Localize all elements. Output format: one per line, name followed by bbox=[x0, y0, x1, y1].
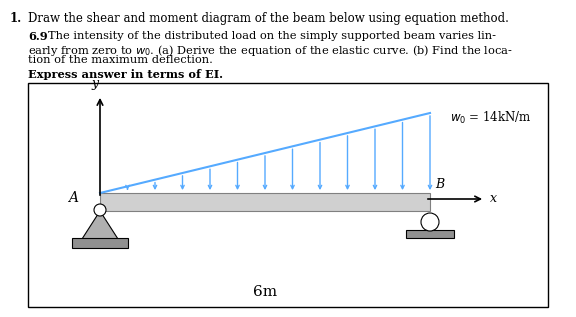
Text: Draw the shear and moment diagram of the beam below using equation method.: Draw the shear and moment diagram of the… bbox=[28, 12, 509, 25]
Text: 1.: 1. bbox=[10, 12, 22, 25]
Text: 6.9: 6.9 bbox=[28, 31, 48, 42]
Text: x: x bbox=[490, 192, 497, 205]
Text: A: A bbox=[68, 191, 78, 205]
Text: Express answer in terms of EI.: Express answer in terms of EI. bbox=[28, 69, 223, 80]
Text: The intensity of the distributed load on the simply supported beam varies lin-: The intensity of the distributed load on… bbox=[48, 31, 496, 41]
Bar bbox=[100, 193, 430, 211]
Text: tion of the maximum deflection.: tion of the maximum deflection. bbox=[28, 55, 213, 65]
Polygon shape bbox=[82, 211, 118, 239]
Bar bbox=[406, 230, 454, 238]
Text: 6m: 6m bbox=[253, 285, 277, 299]
Text: y: y bbox=[92, 77, 98, 90]
Text: B: B bbox=[435, 178, 444, 191]
Bar bbox=[28, 83, 548, 307]
Bar bbox=[72, 238, 128, 248]
Circle shape bbox=[94, 204, 106, 216]
Text: early from zero to $w_0$. (a) Derive the equation of the elastic curve. (b) Find: early from zero to $w_0$. (a) Derive the… bbox=[28, 43, 513, 58]
Circle shape bbox=[421, 213, 439, 231]
Text: $w_0$ = 14kN/m: $w_0$ = 14kN/m bbox=[450, 110, 532, 126]
